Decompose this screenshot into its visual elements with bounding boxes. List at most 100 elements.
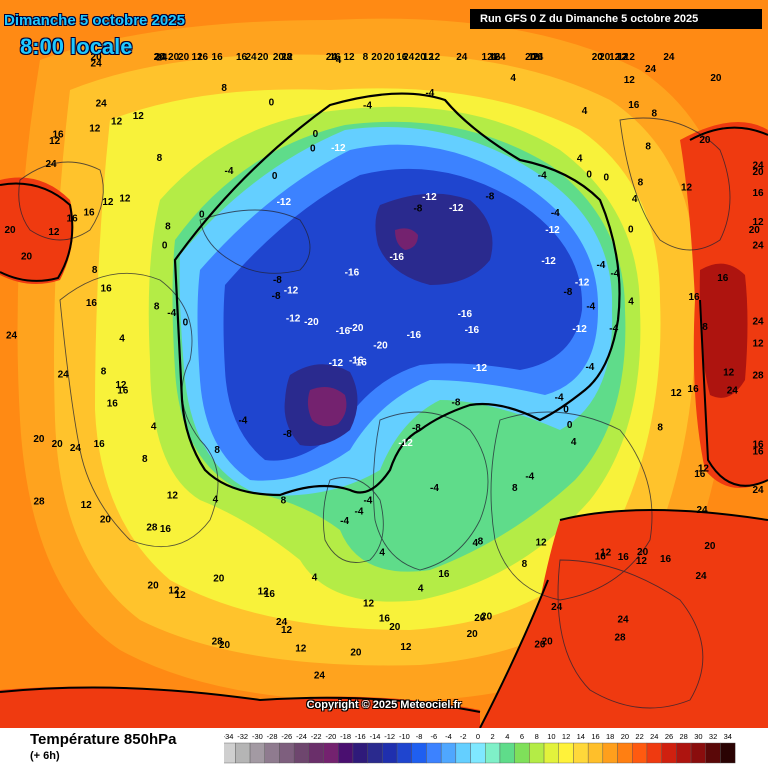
field-warm-30-east (699, 263, 748, 398)
temperature-label: 12 (400, 642, 412, 653)
temperature-label: -4 (610, 269, 619, 280)
temperature-label: 24 (532, 52, 544, 63)
temperature-label: 4 (336, 55, 342, 66)
temperature-label: 20 (52, 439, 64, 450)
temperature-label: 20 (100, 514, 112, 525)
temperature-label: 16 (330, 52, 342, 63)
temperature-label: 8 (657, 422, 663, 433)
legend-color-swatch (367, 742, 383, 764)
temperature-label: 0 (628, 224, 634, 235)
legend-tick-label: -28 (267, 732, 278, 741)
temperature-label: 12 (609, 52, 621, 63)
temperature-label: 12 (723, 367, 735, 378)
temperature-label: 12 (281, 625, 293, 636)
temperature-label: 24 (58, 370, 70, 381)
temperature-label: 24 (45, 159, 57, 170)
temperature-label: -12 (398, 438, 413, 449)
temperature-label: 24 (156, 52, 168, 63)
legend-tick-label: 18 (606, 732, 614, 741)
temperature-label: 12 (616, 52, 628, 63)
temperature-label: 20 (219, 640, 231, 651)
legend-tick-label: -22 (311, 732, 322, 741)
temperature-label: 20 (257, 52, 269, 63)
legend-tick-label: 20 (621, 732, 629, 741)
temperature-label: 12 (175, 590, 187, 601)
temperature-label: -4 (363, 496, 372, 507)
temperature-label: 16 (618, 552, 630, 563)
temperature-label: 12 (258, 587, 270, 598)
temperature-label: 4 (571, 437, 577, 448)
legend-color-swatch (470, 742, 486, 764)
temperature-label: 12 (624, 52, 636, 63)
temperature-label: -4 (167, 308, 176, 319)
temperature-label: 12 (49, 136, 61, 147)
legend-tick-label: 12 (562, 732, 570, 741)
temperature-label: 8 (702, 322, 708, 333)
temperature-label: 20 (273, 52, 285, 63)
temperature-label: 4 (628, 296, 634, 307)
temperature-label: 20 (4, 225, 16, 236)
temperature-fields (0, 0, 768, 728)
temperature-label: 24 (551, 602, 563, 613)
legend-tick-label: -12 (384, 732, 395, 741)
legend-tick-label: 4 (505, 732, 509, 741)
temperature-label: 24 (96, 99, 108, 110)
temperature-label: -8 (485, 192, 494, 203)
temperature-label: 20 (415, 52, 427, 63)
forecast-offset: (+ 6h) (30, 750, 60, 762)
temperature-label: -4 (586, 301, 595, 312)
temperature-label: 24 (645, 64, 657, 75)
temperature-label: 16 (752, 440, 764, 451)
temperature-label: 20 (389, 622, 401, 633)
temperature-label: 4 (213, 494, 219, 505)
temperature-label: 20 (383, 52, 395, 63)
temperature-label: 0 (310, 144, 316, 155)
temperature-label: 24 (456, 52, 468, 63)
temperature-label: -20 (304, 317, 319, 328)
legend-color-swatch (543, 742, 559, 764)
twenty-degree-isotherms (0, 126, 768, 728)
temperature-label: 24 (695, 571, 707, 582)
legend-color-swatch (676, 742, 692, 764)
temperature-label: -8 (412, 423, 421, 434)
temperature-label: 12 (89, 124, 101, 135)
temperature-label: 16 (489, 52, 501, 63)
temperature-label: 16 (688, 384, 700, 395)
temperature-label: -8 (563, 287, 572, 298)
temperature-label: 16 (688, 292, 700, 303)
temperature-label: 4 (151, 422, 157, 433)
temperature-label: 12 (295, 644, 307, 655)
temperature-label: 28 (33, 496, 45, 507)
temperature-label: -4 (430, 483, 439, 494)
legend-color-swatch (224, 742, 236, 764)
temperature-label: 20 (213, 573, 225, 584)
temperature-label: 12 (429, 52, 441, 63)
coastlines (18, 117, 731, 709)
temperature-label: 4 (491, 52, 497, 63)
temperature-label: 16 (438, 569, 450, 580)
temperature-label: 4 (510, 73, 516, 84)
temperature-label: 20 (599, 52, 611, 63)
temperature-label: -4 (555, 393, 564, 404)
legend-tick-label: -6 (430, 732, 437, 741)
temperature-label: 8 (157, 153, 163, 164)
temperature-label: -12 (545, 225, 560, 236)
legend-tick-label: -26 (281, 732, 292, 741)
temperature-label: 24 (155, 52, 167, 63)
legend-color-swatch (705, 742, 721, 764)
temperature-label: 8 (363, 52, 369, 63)
legend-color-swatch (426, 742, 442, 764)
temperature-label: 20 (178, 52, 190, 63)
temperature-label: 12 (81, 500, 93, 511)
temperature-label: 24 (617, 614, 629, 625)
temperature-label: 16 (717, 273, 729, 284)
temperature-label: 16 (86, 298, 98, 309)
field-cold-m16 (375, 193, 493, 285)
temperature-label: 16 (532, 52, 544, 63)
temperature-label: 28 (281, 52, 293, 63)
legend-color-swatch (455, 742, 471, 764)
legend-tick-label: 8 (535, 732, 539, 741)
temperature-label: 4 (473, 538, 479, 549)
temperature-label: 16 (52, 130, 64, 141)
temperature-label: 8 (478, 536, 484, 547)
